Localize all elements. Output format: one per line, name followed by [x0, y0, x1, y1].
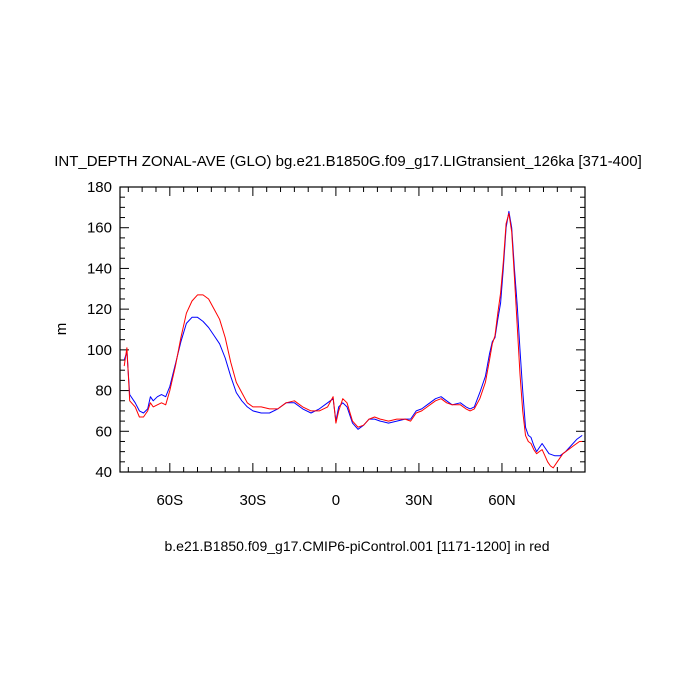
y-axis-label: m	[53, 323, 70, 336]
chart-subtitle: b.e21.B1850.f09_g17.CMIP6-piControl.001 …	[164, 538, 549, 554]
y-tick-label: 140	[87, 260, 112, 277]
y-tick-label: 80	[95, 383, 112, 400]
y-tick-label: 100	[87, 342, 112, 359]
y-tick-label: 180	[87, 179, 112, 196]
x-tick-label: 60N	[488, 492, 516, 509]
series-line-2	[123, 213, 583, 469]
x-tick-label: 30N	[405, 492, 433, 509]
series-line-1	[123, 210, 583, 457]
chart-title: INT_DEPTH ZONAL-AVE (GLO) bg.e21.B1850G.…	[54, 153, 642, 170]
x-tick-label: 60S	[156, 492, 183, 509]
x-tick-label: 0	[332, 492, 340, 509]
y-tick-label: 40	[95, 464, 112, 481]
y-tick-label: 60	[95, 423, 112, 440]
x-tick-label: 30S	[240, 492, 267, 509]
y-tick-label: 160	[87, 220, 112, 237]
y-tick-label: 120	[87, 301, 112, 318]
plot-frame	[119, 186, 586, 473]
